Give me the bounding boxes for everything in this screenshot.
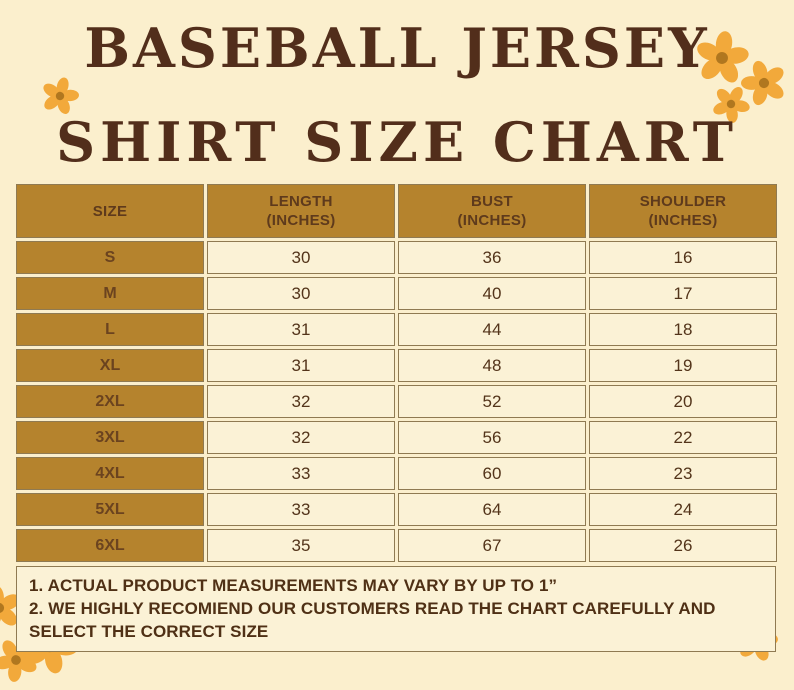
table-row: 5XL 33 64 24 <box>16 493 777 526</box>
column-header-length: LENGTH (INCHES) <box>207 184 395 238</box>
bust-cell: 44 <box>398 313 586 346</box>
note-line-2: 2. WE HIGHLY RECOMIEND OUR CUSTOMERS REA… <box>29 599 716 641</box>
size-chart-table: SIZE LENGTH (INCHES) BUST (INCHES) SHOULDER (I… <box>13 181 780 565</box>
table-row: 4XL 33 60 23 <box>16 457 777 490</box>
bust-cell: 67 <box>398 529 586 562</box>
bust-cell: 56 <box>398 421 586 454</box>
notes-box: 1. ACTUAL PRODUCT MEASUREMENTS MAY VARY … <box>16 566 776 652</box>
bust-cell: 60 <box>398 457 586 490</box>
shoulder-cell: 18 <box>589 313 777 346</box>
shoulder-cell: 19 <box>589 349 777 382</box>
table-row: 6XL 35 67 26 <box>16 529 777 562</box>
size-cell: 5XL <box>16 493 204 526</box>
shoulder-cell: 24 <box>589 493 777 526</box>
size-cell: 3XL <box>16 421 204 454</box>
table-row: L 31 44 18 <box>16 313 777 346</box>
table-row: 3XL 32 56 22 <box>16 421 777 454</box>
note-line-1: 1. ACTUAL PRODUCT MEASUREMENTS MAY VARY … <box>29 576 558 595</box>
size-cell: XL <box>16 349 204 382</box>
length-cell: 30 <box>207 241 395 274</box>
length-cell: 32 <box>207 385 395 418</box>
bust-cell: 40 <box>398 277 586 310</box>
size-cell: 6XL <box>16 529 204 562</box>
length-cell: 32 <box>207 421 395 454</box>
size-chart-page: { "title": { "line1": "BASEBALL JERSEY",… <box>0 16 794 690</box>
page-title-line-2: SHIRT SIZE CHART <box>56 110 738 174</box>
table-row: M 30 40 17 <box>16 277 777 310</box>
shoulder-cell: 16 <box>589 241 777 274</box>
page-title-line-1: BASEBALL JERSEY <box>84 16 710 80</box>
length-cell: 31 <box>207 313 395 346</box>
table-row: XL 31 48 19 <box>16 349 777 382</box>
shoulder-cell: 23 <box>589 457 777 490</box>
length-cell: 30 <box>207 277 395 310</box>
bust-cell: 64 <box>398 493 586 526</box>
table-row: 2XL 32 52 20 <box>16 385 777 418</box>
length-cell: 31 <box>207 349 395 382</box>
size-cell: 2XL <box>16 385 204 418</box>
length-cell: 33 <box>207 493 395 526</box>
bust-cell: 52 <box>398 385 586 418</box>
size-cell: S <box>16 241 204 274</box>
bust-cell: 48 <box>398 349 586 382</box>
column-header-shoulder: SHOULDER (INCHES) <box>589 184 777 238</box>
bust-cell: 36 <box>398 241 586 274</box>
size-cell: L <box>16 313 204 346</box>
size-table-body: S 30 36 16 M 30 40 17 L 31 44 18 XL 31 48 19 2XL 32 52 20 3X… <box>16 241 777 562</box>
size-cell: M <box>16 277 204 310</box>
table-row: S 30 36 16 <box>16 241 777 274</box>
column-header-size: SIZE <box>16 184 204 238</box>
column-header-bust: BUST (INCHES) <box>398 184 586 238</box>
length-cell: 35 <box>207 529 395 562</box>
shoulder-cell: 22 <box>589 421 777 454</box>
shoulder-cell: 20 <box>589 385 777 418</box>
length-cell: 33 <box>207 457 395 490</box>
header-row: SIZE LENGTH (INCHES) BUST (INCHES) SHOULDER (I… <box>16 184 777 238</box>
shoulder-cell: 17 <box>589 277 777 310</box>
size-cell: 4XL <box>16 457 204 490</box>
shoulder-cell: 26 <box>589 529 777 562</box>
